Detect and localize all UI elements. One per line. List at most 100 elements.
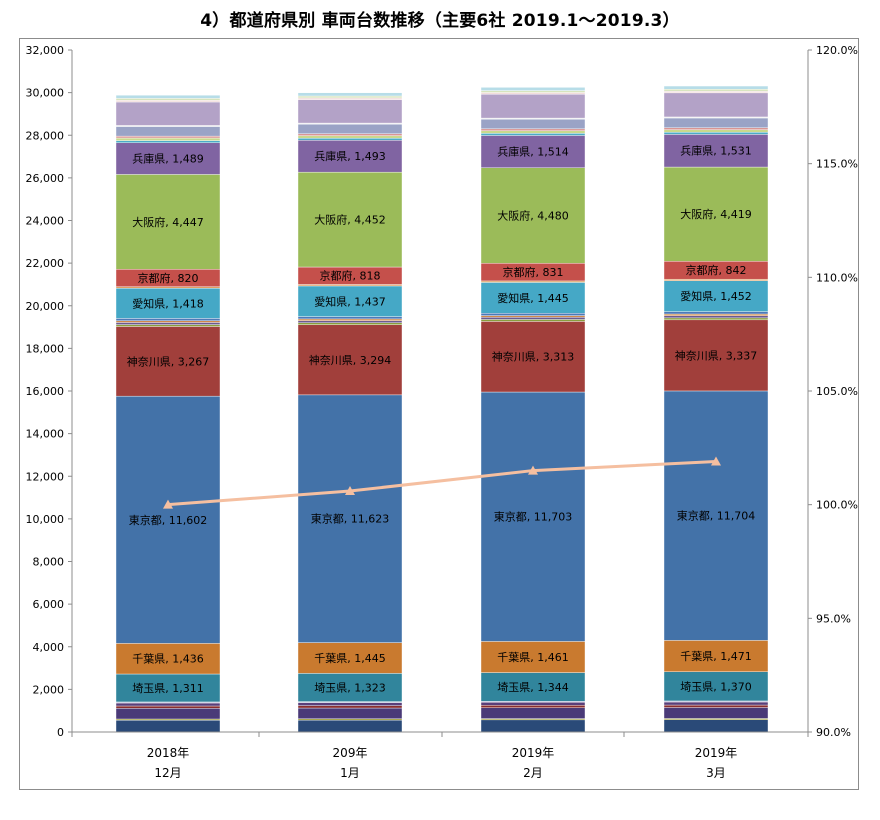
y-left-tick-label-4: 8,000: [33, 556, 65, 569]
bar-segment-3-2: [480, 705, 586, 708]
bar-segment-24-3: [663, 92, 769, 118]
data-label-14-0: 愛知県, 1,418: [132, 296, 203, 310]
y-left-tick-label-0: 0: [57, 726, 64, 739]
data-label-9-3: 神奈川県, 3,337: [675, 348, 757, 362]
bar-segment-12-3: [663, 313, 769, 316]
data-label-14-1: 愛知県, 1,437: [314, 294, 385, 308]
data-label-17-3: 大阪府, 4,419: [680, 207, 751, 221]
bar-segment-20-2: [480, 130, 586, 134]
x-label-month-3: 3月: [706, 766, 726, 780]
bar-segment-27-3: [663, 85, 769, 90]
bar-segment-4-2: [480, 702, 586, 706]
bar-segment-22-3: [663, 117, 769, 128]
data-label-18-3: 兵庫県, 1,531: [680, 144, 751, 158]
data-label-8-0: 東京都, 11,602: [129, 513, 207, 527]
y-right-tick-label-5: 115.0%: [816, 158, 858, 171]
bar-segment-20-3: [663, 129, 769, 133]
y-left-tick-label-2: 4,000: [33, 641, 65, 654]
y-left-tick-label-13: 26,000: [26, 172, 65, 185]
y-left-tick-label-8: 16,000: [26, 385, 65, 398]
data-label-16-3: 京都府, 842: [686, 263, 747, 277]
y-left-tick-label-3: 6,000: [33, 598, 65, 611]
data-label-18-0: 兵庫県, 1,489: [132, 152, 203, 166]
bar-segment-0-3: [663, 719, 769, 733]
data-label-9-2: 神奈川県, 3,313: [492, 350, 574, 364]
x-label-year-3: 2019年: [695, 746, 738, 760]
bar-segment-25-0: [115, 100, 221, 103]
bar-segment-26-2: [480, 90, 586, 93]
bar-segment-27-2: [480, 87, 586, 91]
bar-segment-12-1: [297, 318, 403, 321]
bar-segment-7-2: [480, 641, 586, 673]
bar-segment-22-2: [480, 118, 586, 130]
y-left-tick-label-5: 10,000: [26, 513, 65, 526]
bar-segment-10-1: [297, 322, 403, 325]
data-label-18-1: 兵庫県, 1,493: [314, 149, 385, 163]
data-label-8-2: 東京都, 11,703: [494, 510, 572, 524]
bar-segment-0-0: [115, 720, 221, 733]
data-label-16-2: 京都府, 831: [503, 265, 564, 279]
bar-segment-26-3: [663, 89, 769, 92]
y-right-tick-label-6: 120.0%: [816, 44, 858, 57]
bar-segment-9-3: [663, 319, 769, 392]
bar-segment-10-2: [480, 319, 586, 322]
bar-segment-15-3: [663, 278, 769, 281]
data-label-7-2: 千葉県, 1,461: [497, 650, 568, 664]
bar-segment-15-0: [115, 286, 221, 289]
bar-segment-24-0: [115, 101, 221, 126]
bar-segment-12-2: [480, 315, 586, 318]
bar-segment-13-3: [663, 311, 769, 315]
bar-segment-9-0: [115, 326, 221, 397]
y-right-tick-label-1: 95.0%: [816, 612, 851, 625]
data-label-7-0: 千葉県, 1,436: [132, 652, 203, 666]
x-label-year-2: 2019年: [512, 746, 555, 760]
data-label-7-1: 千葉県, 1,445: [314, 651, 385, 665]
y-right-tick-label-2: 100.0%: [816, 499, 858, 512]
data-label-9-1: 神奈川県, 3,294: [309, 353, 391, 367]
bar-segment-3-3: [663, 704, 769, 708]
bar-segment-11-1: [297, 320, 403, 323]
bar-segment-25-1: [297, 97, 403, 100]
bar-segment-20-1: [297, 135, 403, 139]
bar-segment-21-0: [115, 135, 221, 139]
data-label-8-1: 東京都, 11,623: [311, 512, 389, 526]
bar-segment-4-1: [297, 702, 403, 706]
bar-segment-6-1: [297, 673, 403, 702]
data-label-6-1: 埼玉県, 1,323: [314, 680, 385, 694]
bar-segment-8-1: [297, 394, 403, 643]
bar-segment-22-0: [115, 126, 221, 137]
bar-segment-2-0: [115, 708, 221, 720]
x-label-month-1: 1月: [340, 766, 360, 780]
data-label-8-3: 東京都, 11,704: [677, 509, 755, 523]
bar-segment-18-1: [297, 140, 403, 173]
bar-segment-3-0: [115, 705, 221, 709]
data-label-16-1: 京都府, 818: [320, 269, 381, 283]
bar-segment-18-0: [115, 142, 221, 175]
bar-segment-6-3: [663, 671, 769, 702]
bar-segment-21-1: [297, 133, 403, 136]
bar-segment-21-3: [663, 127, 769, 130]
bar-segment-22-1: [297, 123, 403, 134]
bar-segment-25-3: [663, 90, 769, 94]
y-left-tick-label-9: 18,000: [26, 342, 65, 355]
bar-segment-8-3: [663, 390, 769, 641]
x-label-month-2: 2月: [523, 766, 543, 780]
y-left-tick-label-6: 12,000: [26, 470, 65, 483]
bar-segment-13-1: [297, 316, 403, 320]
data-label-18-2: 兵庫県, 1,514: [497, 145, 568, 159]
y-left-tick-label-7: 14,000: [26, 428, 65, 441]
bar-segment-13-0: [115, 318, 221, 321]
ratio-point-1: [345, 486, 355, 496]
bar-segment-11-3: [663, 315, 769, 319]
bar-segment-2-3: [663, 707, 769, 719]
y-left-tick-label-10: 20,000: [26, 300, 65, 313]
bar-segment-9-1: [297, 324, 403, 396]
y-left-tick-label-1: 2,000: [33, 683, 65, 696]
bar-segment-26-1: [297, 95, 403, 99]
bar-segment-13-2: [480, 313, 586, 316]
data-label-17-0: 大阪府, 4,447: [132, 215, 203, 229]
ratio-point-2: [528, 465, 538, 475]
bar-segment-9-2: [480, 321, 586, 393]
bar-segment-10-0: [115, 324, 221, 327]
